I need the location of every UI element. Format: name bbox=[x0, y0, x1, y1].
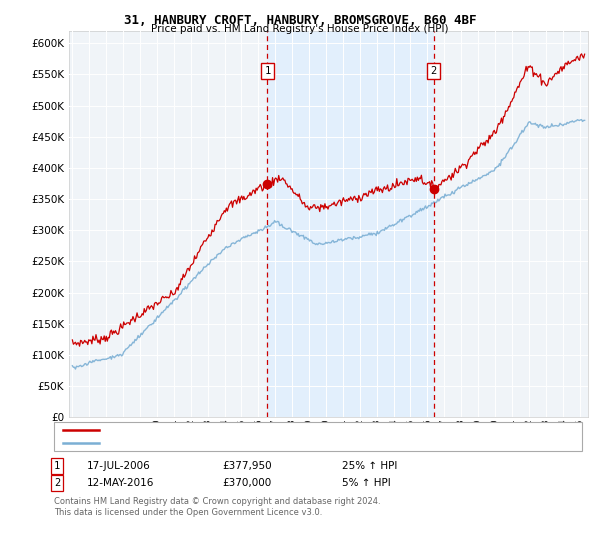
Text: 25% ↑ HPI: 25% ↑ HPI bbox=[342, 461, 397, 471]
Text: Contains HM Land Registry data © Crown copyright and database right 2024.
This d: Contains HM Land Registry data © Crown c… bbox=[54, 497, 380, 517]
Text: 12-MAY-2016: 12-MAY-2016 bbox=[87, 478, 154, 488]
Text: 2: 2 bbox=[431, 66, 437, 76]
Text: Price paid vs. HM Land Registry's House Price Index (HPI): Price paid vs. HM Land Registry's House … bbox=[151, 24, 449, 34]
Text: 5% ↑ HPI: 5% ↑ HPI bbox=[342, 478, 391, 488]
Text: £370,000: £370,000 bbox=[222, 478, 271, 488]
Text: 31, HANBURY CROFT, HANBURY, BROMSGROVE, B60 4BF (detached house): 31, HANBURY CROFT, HANBURY, BROMSGROVE, … bbox=[105, 425, 473, 435]
Text: 17-JUL-2006: 17-JUL-2006 bbox=[87, 461, 151, 471]
Bar bbox=[268, 31, 434, 417]
Text: 1: 1 bbox=[265, 66, 271, 76]
Text: 1: 1 bbox=[54, 461, 60, 471]
Text: 31, HANBURY CROFT, HANBURY, BROMSGROVE, B60 4BF: 31, HANBURY CROFT, HANBURY, BROMSGROVE, … bbox=[124, 14, 476, 27]
Text: 2: 2 bbox=[54, 478, 60, 488]
Text: HPI: Average price, detached house, Wychavon: HPI: Average price, detached house, Wych… bbox=[105, 438, 337, 447]
Text: £377,950: £377,950 bbox=[222, 461, 272, 471]
